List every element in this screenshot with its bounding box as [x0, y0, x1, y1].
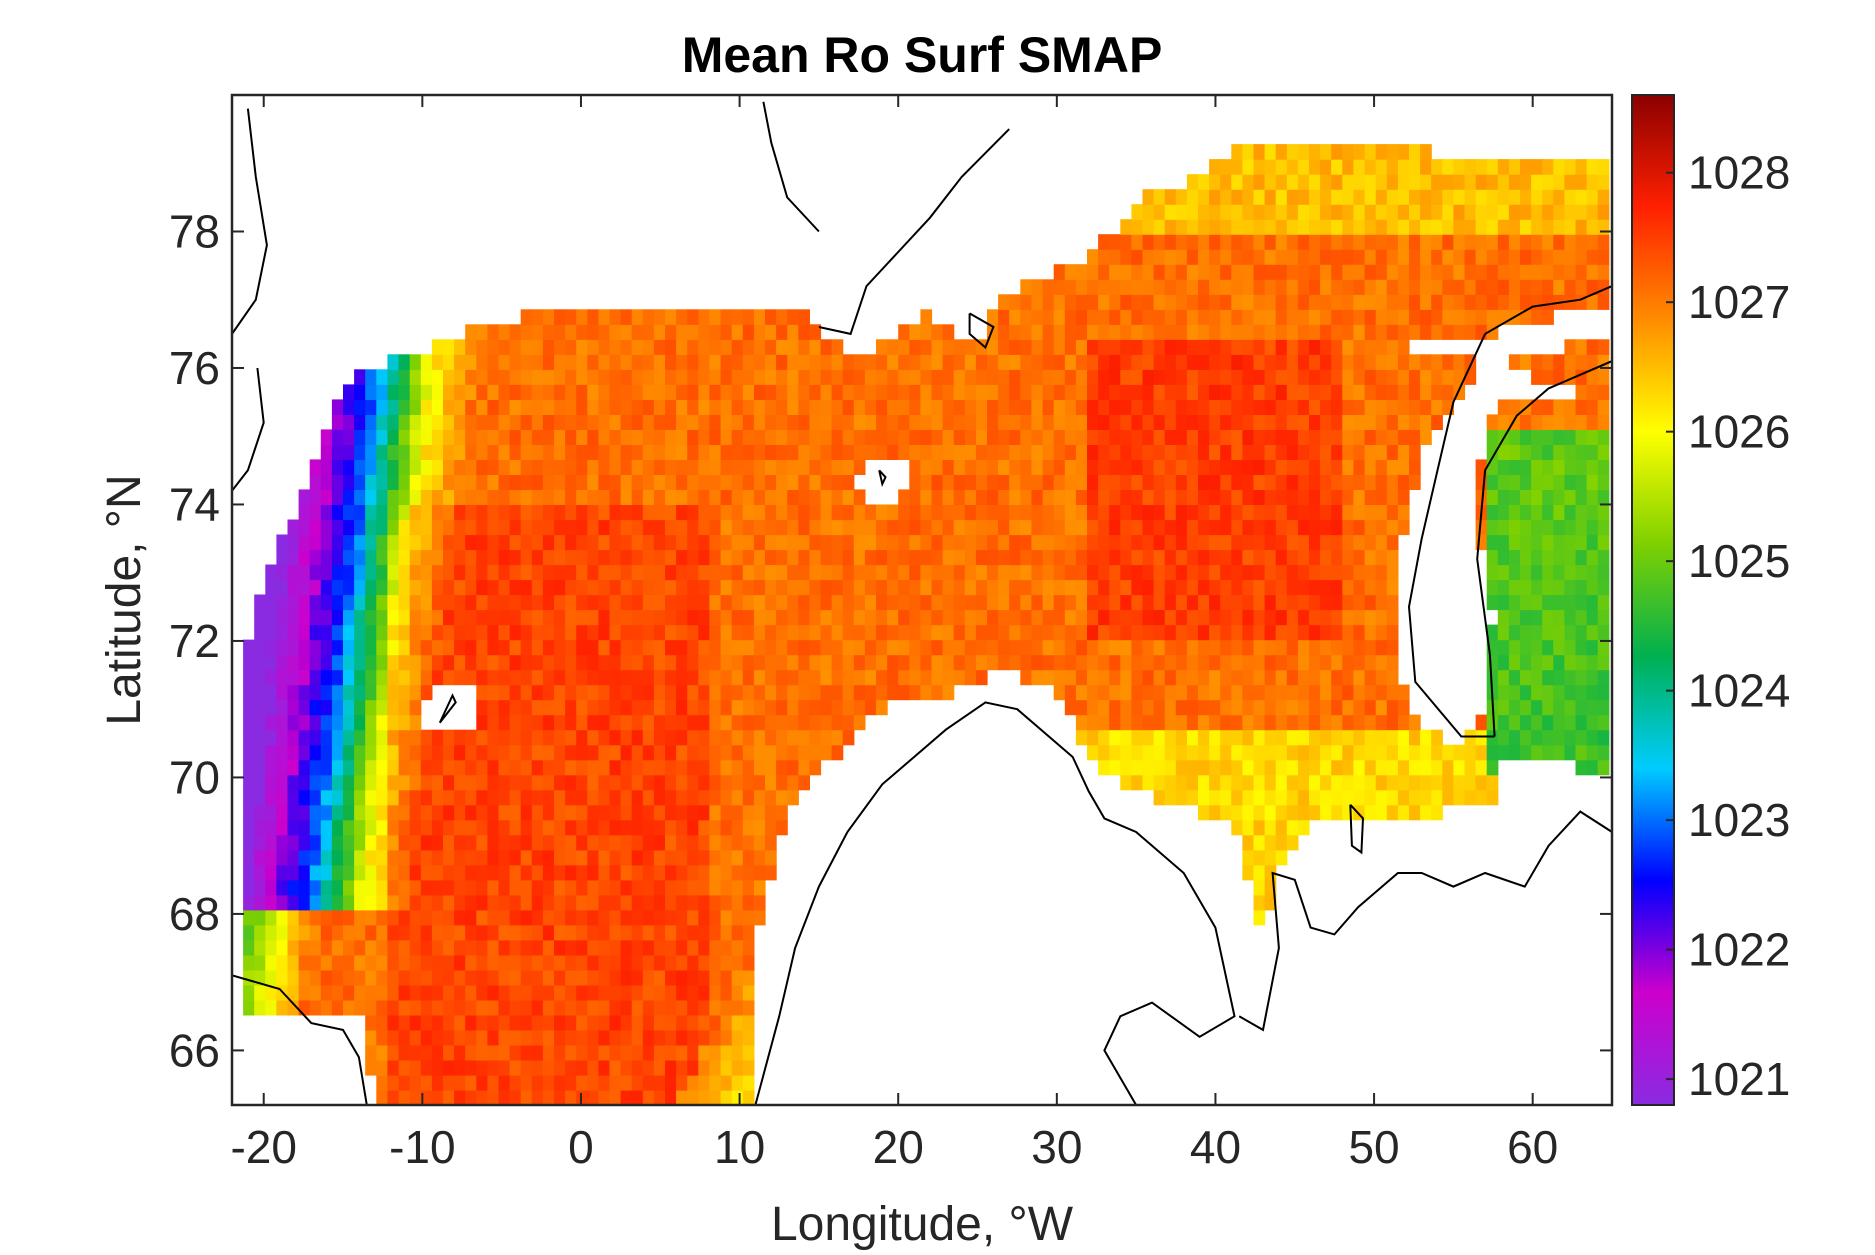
x-tick-label: 60 — [1507, 1121, 1558, 1173]
coastline-segment — [818, 128, 1010, 336]
coastline-segment — [232, 974, 368, 1105]
coastline-segment — [1349, 804, 1365, 855]
coastline-segment — [878, 469, 887, 488]
x-tick-label: 20 — [873, 1121, 924, 1173]
colorbar-tick-label: 1028 — [1688, 147, 1790, 199]
coastline-segment — [762, 101, 820, 233]
x-tick-label: -10 — [389, 1121, 455, 1173]
y-tick-label: 74 — [169, 478, 220, 530]
coastline-segment — [1476, 360, 1612, 737]
colorbar-ticks: 1021 1022 1023 1024 1025 1026 1027 1028 — [1666, 147, 1790, 1105]
x-tick-label: 30 — [1031, 1121, 1082, 1173]
coastline-segment — [438, 693, 457, 724]
coastline — [232, 101, 1612, 1105]
colorbar-tick-label: 1025 — [1688, 535, 1790, 587]
y-tick-label: 70 — [169, 751, 220, 803]
x-tick-label: 40 — [1190, 1121, 1241, 1173]
coastline-segment — [1238, 810, 1612, 1032]
heatmap-field — [243, 144, 1610, 1105]
coastline-segment — [1484, 285, 1612, 335]
x-tick-label: 10 — [714, 1121, 765, 1173]
y-tick-label: 72 — [169, 615, 220, 667]
colorbar-tick-label: 1024 — [1688, 665, 1790, 717]
coastline-segment — [232, 367, 265, 492]
x-axis: -20 -10 0 10 20 30 40 50 60 — [230, 95, 1558, 1173]
colorbar-tick-label: 1023 — [1688, 794, 1790, 846]
x-tick-label: 50 — [1348, 1121, 1399, 1173]
coastline-segment — [968, 312, 995, 350]
coastline-segment — [232, 108, 268, 335]
x-axis-label: Longitude, °W — [771, 1198, 1074, 1250]
coastline-segment — [1407, 333, 1495, 738]
y-tick-label: 66 — [169, 1024, 220, 1076]
colorbar-tick-label: 1027 — [1688, 276, 1790, 328]
y-tick-label: 76 — [169, 342, 220, 394]
colorbar — [1631, 94, 1675, 1106]
chart-title: Mean Ro Surf SMAP — [682, 27, 1163, 83]
y-tick-label: 68 — [169, 888, 220, 940]
y-axis-label: Latitude, °N — [98, 474, 151, 725]
colorbar-tick-label: 1021 — [1688, 1053, 1790, 1105]
colorbar-tick-label: 1022 — [1688, 924, 1790, 976]
colorbar-tick-label: 1026 — [1688, 406, 1790, 458]
plot-frame — [230, 93, 1614, 1107]
x-tick-label: 0 — [568, 1121, 594, 1173]
x-tick-label: -20 — [230, 1121, 296, 1173]
y-tick-label: 78 — [169, 205, 220, 257]
coastline-segment — [754, 701, 1236, 1105]
y-axis: 66 68 70 72 74 76 78 — [169, 205, 1612, 1076]
